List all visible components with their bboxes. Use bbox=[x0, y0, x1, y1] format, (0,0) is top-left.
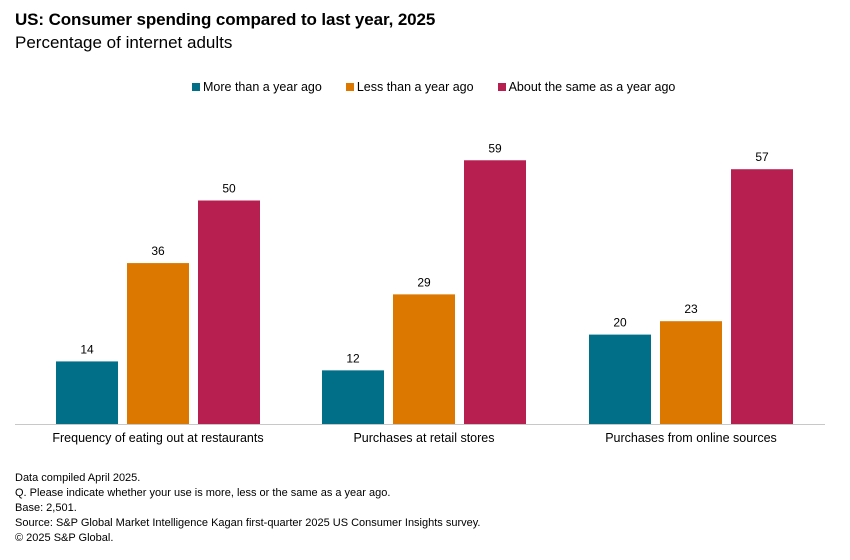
data-label: 14 bbox=[80, 342, 94, 356]
legend: More than a year ago Less than a year ag… bbox=[192, 80, 699, 94]
legend-item-same: About the same as a year ago bbox=[497, 80, 676, 94]
bar-about-the-same-as-a-year-ago-frequency-of-eating-out-at-restaurants bbox=[198, 200, 260, 424]
data-label: 50 bbox=[222, 182, 236, 196]
footer-source: Source: S&P Global Market Intelligence K… bbox=[15, 517, 481, 529]
legend-item-less: Less than a year ago bbox=[345, 80, 474, 94]
footer-copyright: © 2025 S&P Global. bbox=[15, 532, 114, 544]
chart-title: US: Consumer spending compared to last y… bbox=[15, 10, 436, 29]
footer-question: Q. Please indicate whether your use is m… bbox=[15, 487, 391, 499]
legend-label-more: More than a year ago bbox=[203, 80, 322, 94]
bar-less-than-a-year-ago-frequency-of-eating-out-at-restaurants bbox=[127, 263, 189, 424]
chart-footer: Data compiled April 2025. Q. Please indi… bbox=[15, 471, 481, 546]
legend-swatch-same bbox=[497, 83, 506, 91]
legend-label-less: Less than a year ago bbox=[356, 80, 474, 94]
data-label: 36 bbox=[151, 244, 165, 258]
bar-chart: 14 36 50 Frequency of eating out at restaur… bbox=[15, 141, 825, 445]
data-label: 57 bbox=[755, 150, 769, 164]
category-label-frequency-of-eating-out-at-restaurants: Frequency of eating out at restaurants bbox=[52, 431, 263, 445]
bar-about-the-same-as-a-year-ago-purchases-at-retail-stores bbox=[464, 160, 526, 424]
legend-item-more: More than a year ago bbox=[192, 80, 322, 94]
legend-swatch-less bbox=[345, 83, 354, 91]
bar-more-than-a-year-ago-purchases-from-online-sources bbox=[589, 334, 651, 424]
bar-about-the-same-as-a-year-ago-purchases-from-online-sources bbox=[731, 169, 793, 424]
bar-less-than-a-year-ago-purchases-from-online-sources bbox=[660, 321, 722, 424]
legend-label-same: About the same as a year ago bbox=[508, 80, 676, 94]
footer-base: Base: 2,501. bbox=[15, 502, 77, 514]
legend-swatch-more bbox=[192, 83, 200, 91]
data-label: 20 bbox=[613, 316, 627, 330]
data-label: 59 bbox=[488, 141, 502, 155]
chart-subtitle: Percentage of internet adults bbox=[15, 33, 233, 52]
category-label-purchases-at-retail-stores: Purchases at retail stores bbox=[353, 431, 494, 445]
data-label: 23 bbox=[684, 302, 698, 316]
bar-more-than-a-year-ago-purchases-at-retail-stores bbox=[322, 370, 384, 424]
data-label: 29 bbox=[417, 275, 431, 289]
bar-less-than-a-year-ago-purchases-at-retail-stores bbox=[393, 294, 455, 424]
bar-more-than-a-year-ago-frequency-of-eating-out-at-restaurants bbox=[56, 361, 118, 424]
data-label: 12 bbox=[346, 351, 360, 365]
footer-date: Data compiled April 2025. bbox=[15, 472, 141, 484]
category-label-purchases-from-online-sources: Purchases from online sources bbox=[605, 431, 777, 445]
